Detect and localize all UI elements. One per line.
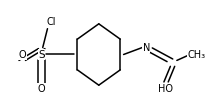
Text: Cl: Cl xyxy=(47,17,56,27)
Text: S: S xyxy=(38,49,45,60)
Text: CH₃: CH₃ xyxy=(188,49,206,60)
Text: O: O xyxy=(38,84,46,94)
Text: O: O xyxy=(18,49,26,60)
Text: HO: HO xyxy=(158,84,173,95)
Text: N: N xyxy=(143,43,150,53)
